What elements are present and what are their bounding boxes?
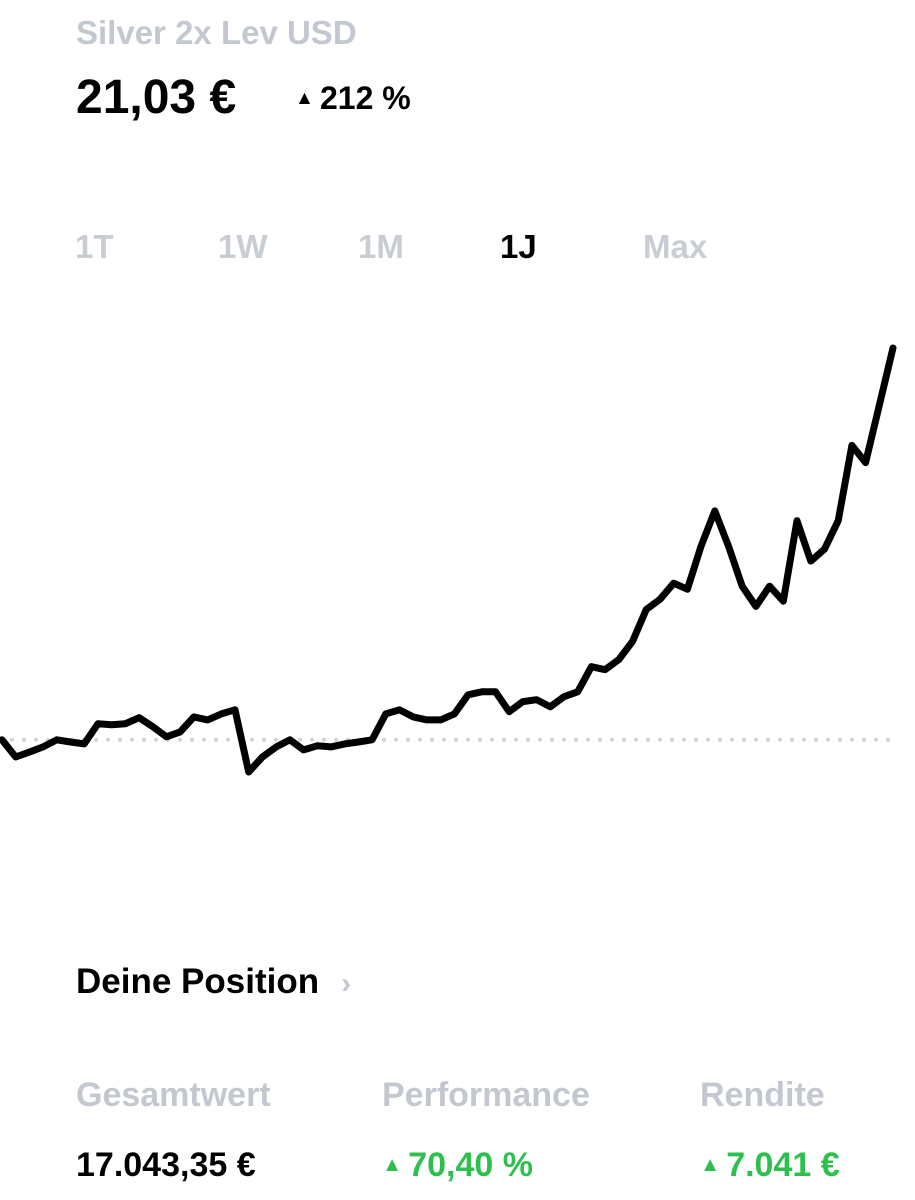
asset-title: Silver 2x Lev USD (76, 14, 357, 51)
range-tab[interactable]: 1W (218, 228, 268, 265)
price: 21,03 € (76, 71, 237, 124)
range-tab[interactable]: 1M (358, 228, 404, 265)
range-tab[interactable]: 1J (500, 228, 537, 265)
chevron: › (341, 967, 352, 1000)
stat-label: Performance (382, 1076, 590, 1114)
stat-value: 17.043,35 € (76, 1146, 256, 1184)
range-tab[interactable]: Max (643, 228, 708, 265)
position-title-text: Deine Position (76, 962, 320, 1001)
position-title[interactable]: Deine Position › (76, 962, 351, 1002)
price-chart (0, 344, 902, 776)
stat-label: Rendite (700, 1076, 825, 1114)
stat-value: ▲ 7.041 € (700, 1146, 840, 1185)
stat-value: ▲ 70,40 % (382, 1146, 533, 1185)
up-arrow: ▲ (382, 1153, 403, 1176)
stat-value-text: 70,40 % (408, 1146, 533, 1184)
range-tab[interactable]: 1T (75, 228, 114, 265)
stat-value-text: 7.041 € (726, 1146, 840, 1184)
change-value: 212 % (320, 80, 411, 116)
price-line (0, 344, 897, 776)
change: ▲ 212 % (295, 80, 411, 117)
up-arrow: ▲ (700, 1153, 721, 1176)
stat-label: Gesamtwert (76, 1076, 271, 1114)
up-arrow: ▲ (295, 88, 314, 110)
